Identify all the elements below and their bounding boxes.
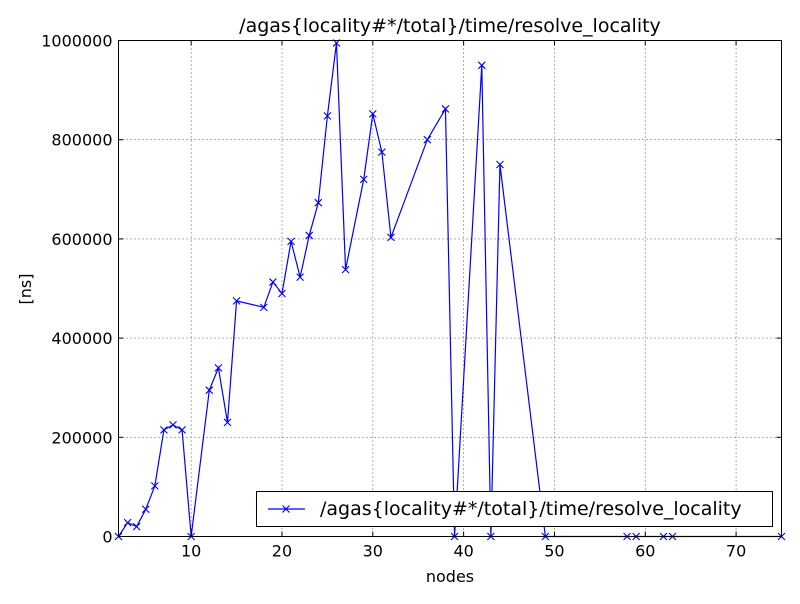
x-tick-label: 10: [181, 542, 201, 561]
y-axis-label: [ns]: [16, 274, 35, 305]
data-point-marker: [368, 110, 377, 118]
data-point-marker: [296, 273, 305, 281]
data-point-marker: [323, 112, 332, 120]
legend-box: [256, 491, 773, 527]
data-point-marker: [314, 198, 323, 207]
data-point-marker: [178, 425, 186, 434]
x-tick-label: 30: [363, 542, 383, 561]
data-point-marker: [477, 61, 486, 70]
data-point-marker: [123, 518, 132, 527]
plot-area-frame: [118, 40, 782, 537]
axis-ticks: [118, 40, 782, 537]
axis-tick-labels: 10 20 30 40 50 60 70 0 200000 400000 600000 800000 1…: [41, 32, 746, 561]
data-point-marker: [341, 265, 350, 274]
x-axis-label: nodes: [426, 567, 474, 586]
data-point-marker: [359, 175, 368, 184]
y-tick-label: 0: [102, 528, 112, 547]
data-point-marker: [278, 289, 286, 298]
legend: /agas{locality#*/total}/time/resolve_loc…: [256, 491, 773, 527]
series-line: [117, 42, 782, 538]
series-layer: [114, 39, 786, 541]
y-tick-label: 1000000: [41, 32, 112, 51]
data-point-marker: [423, 135, 432, 144]
data-point-marker: [160, 425, 168, 434]
x-tick-label: 60: [635, 542, 655, 561]
y-tick-label: 200000: [51, 428, 112, 447]
data-point-marker: [259, 303, 268, 312]
legend-marker-x-icon: [282, 505, 290, 513]
data-point-marker: [287, 237, 295, 246]
grid-lines: [118, 40, 782, 537]
data-point-marker: [132, 522, 141, 531]
y-tick-label: 800000: [51, 131, 112, 150]
data-point-marker: [214, 363, 223, 372]
x-tick-label: 70: [726, 542, 746, 561]
data-point-marker: [269, 278, 277, 286]
legend-label: /agas{locality#*/total}/time/resolve_loc…: [320, 498, 742, 520]
x-tick-label: 40: [453, 542, 473, 561]
data-point-marker: [141, 505, 150, 514]
data-point-marker: [232, 297, 241, 305]
data-point-marker: [305, 231, 314, 240]
data-point-marker: [441, 105, 450, 113]
data-point-marker: [223, 418, 232, 427]
data-point-marker: [205, 386, 214, 395]
y-tick-label: 400000: [51, 329, 112, 348]
x-tick-label: 20: [272, 542, 292, 561]
data-point-marker: [377, 148, 386, 156]
y-tick-label: 600000: [51, 230, 112, 249]
data-point-marker: [496, 160, 504, 169]
data-point-marker: [150, 482, 159, 490]
chart-title: /agas{locality#*/total}/time/resolve_loc…: [239, 15, 661, 37]
data-point-marker: [169, 421, 177, 429]
data-point-marker: [387, 233, 395, 242]
x-tick-label: 50: [544, 542, 564, 561]
